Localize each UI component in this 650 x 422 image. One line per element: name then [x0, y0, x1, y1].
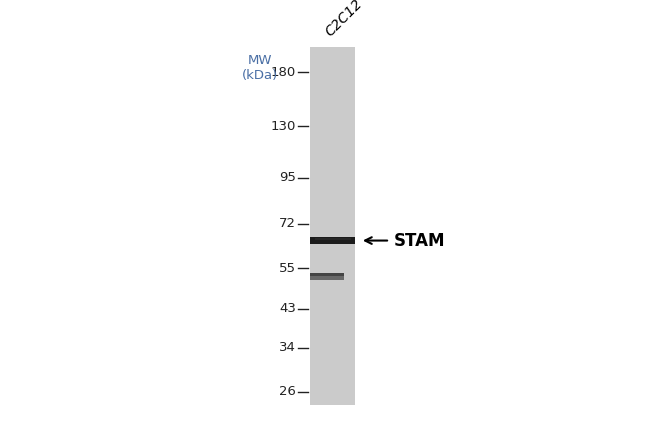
Bar — [315, 238, 350, 240]
Text: 180: 180 — [271, 66, 296, 79]
Text: MW: MW — [248, 54, 272, 68]
Text: STAM: STAM — [394, 232, 445, 249]
Bar — [310, 237, 355, 244]
Text: 72: 72 — [279, 217, 296, 230]
Text: 26: 26 — [279, 385, 296, 398]
Bar — [310, 276, 344, 280]
Text: 34: 34 — [279, 341, 296, 354]
Text: C2C12: C2C12 — [322, 0, 365, 39]
Text: 43: 43 — [279, 302, 296, 315]
Bar — [310, 47, 355, 405]
Text: 55: 55 — [279, 262, 296, 275]
Text: 95: 95 — [279, 171, 296, 184]
Bar — [310, 273, 344, 277]
Text: (kDa): (kDa) — [242, 68, 278, 81]
Text: 130: 130 — [270, 120, 296, 133]
